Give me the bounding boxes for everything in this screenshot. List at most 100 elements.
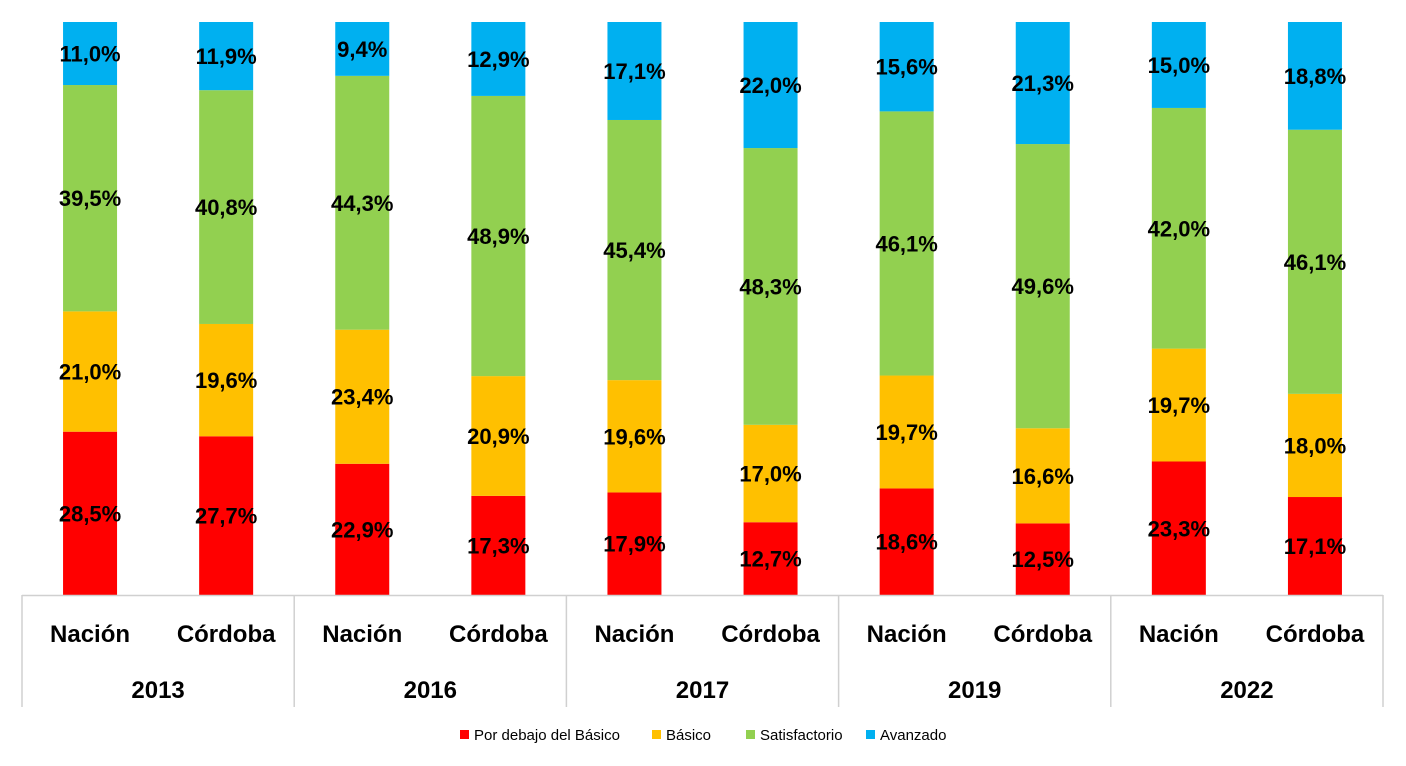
data-label: 23,3% — [1148, 516, 1210, 541]
bar-segment — [471, 376, 526, 496]
legend-swatch — [460, 730, 469, 739]
data-label: 27,7% — [195, 504, 257, 529]
category-label: Córdoba — [993, 621, 1092, 648]
bar-segment — [1151, 348, 1206, 462]
data-label: 12,5% — [1012, 547, 1074, 572]
data-label: 21,0% — [59, 360, 121, 385]
data-label: 16,6% — [1012, 464, 1074, 489]
bar-segment — [743, 522, 798, 595]
data-label: 12,7% — [739, 547, 801, 572]
legend-swatch — [652, 730, 661, 739]
data-label: 39,5% — [59, 186, 121, 211]
bars-layer — [63, 22, 1342, 596]
bar-segment — [1151, 22, 1206, 108]
data-label: 11,0% — [59, 42, 120, 67]
bar-segment — [879, 375, 934, 489]
bar-segment — [879, 22, 934, 112]
bar-segment — [607, 119, 662, 381]
bar-segment — [335, 75, 390, 330]
data-label: 49,6% — [1012, 274, 1074, 299]
group-label: 2016 — [404, 677, 457, 704]
bar-segment — [471, 95, 526, 377]
bar-segment — [335, 22, 390, 76]
data-label: 21,3% — [1012, 71, 1074, 96]
data-label: 17,3% — [467, 533, 529, 558]
category-label: Córdoba — [449, 621, 548, 648]
bar-segment — [743, 148, 798, 425]
bar-segment — [63, 311, 118, 432]
bar-segment — [199, 90, 254, 324]
legend-label: Por debajo del Básico — [474, 727, 620, 744]
data-label: 9,4% — [337, 37, 387, 62]
category-axis: Nación Córdoba 2013 Nación Córdoba 2016 Nación… — [21, 594, 1384, 707]
bar-segment — [1015, 428, 1070, 524]
category-label: Nación — [1139, 621, 1219, 648]
data-labels-layer: 28,5% 21,0% 39,5% 11,0% 27,7% 19,6% 40,8% 11,9%… — [59, 37, 1346, 572]
data-label: 17,1% — [1284, 534, 1346, 559]
data-label: 48,9% — [467, 224, 529, 249]
bar-segment — [199, 323, 254, 437]
data-label: 19,6% — [195, 368, 257, 393]
bar-segment — [879, 111, 934, 376]
data-label: 17,9% — [603, 532, 665, 557]
category-label: Nación — [50, 621, 130, 648]
data-label: 15,6% — [875, 55, 937, 80]
bar-segment — [63, 85, 118, 312]
data-label: 40,8% — [195, 195, 257, 220]
bar-segment — [199, 436, 254, 595]
bar-segment — [743, 22, 798, 149]
data-label: 19,6% — [603, 424, 665, 449]
bar-segment — [471, 22, 526, 96]
legend: Por debajo del Básico Básico Satisfactorio… — [460, 727, 946, 744]
bar-segment — [63, 22, 118, 86]
data-label: 15,0% — [1148, 53, 1210, 78]
data-label: 17,0% — [739, 462, 801, 487]
bar-segment — [1287, 497, 1342, 595]
category-label: Córdoba — [1266, 621, 1365, 648]
bar-segment — [1015, 144, 1070, 429]
bar-segment — [1015, 22, 1070, 145]
bar-segment — [879, 488, 934, 595]
category-label: Nación — [594, 621, 674, 648]
category-label: Nación — [867, 621, 947, 648]
category-label: Córdoba — [721, 621, 820, 648]
bar-segment — [199, 22, 254, 91]
group-label: 2017 — [676, 677, 729, 704]
group-label: 2019 — [948, 677, 1001, 704]
group-label: 2013 — [131, 677, 184, 704]
data-label: 46,1% — [1284, 250, 1346, 275]
data-label: 18,8% — [1284, 64, 1346, 89]
legend-swatch — [746, 730, 755, 739]
legend-label: Satisfactorio — [760, 727, 843, 744]
bar-segment — [1015, 523, 1070, 596]
bar-segment — [1287, 393, 1342, 498]
data-label: 22,9% — [331, 517, 393, 542]
data-label: 23,4% — [331, 385, 393, 410]
data-label: 20,9% — [467, 424, 529, 449]
bar-segment — [335, 329, 390, 464]
category-label: Nación — [322, 621, 402, 648]
legend-label: Avanzado — [880, 727, 946, 744]
bar-segment — [1287, 22, 1342, 130]
data-label: 22,0% — [739, 73, 801, 98]
bar-segment — [607, 492, 662, 595]
data-label: 11,9% — [196, 44, 257, 69]
bar-segment — [1151, 107, 1206, 349]
bar-segment — [607, 380, 662, 493]
data-label: 17,1% — [603, 59, 665, 84]
data-label: 18,6% — [875, 530, 937, 555]
data-label: 48,3% — [739, 274, 801, 299]
data-label: 44,3% — [331, 191, 393, 216]
data-label: 12,9% — [467, 47, 529, 72]
data-label: 18,0% — [1284, 433, 1346, 458]
bar-segment — [335, 463, 390, 595]
bar-segment — [63, 431, 118, 595]
data-label: 28,5% — [59, 501, 121, 526]
bar-segment — [607, 22, 662, 120]
category-label: Córdoba — [177, 621, 276, 648]
legend-swatch — [866, 730, 875, 739]
group-label: 2022 — [1220, 677, 1273, 704]
bar-segment — [471, 495, 526, 595]
bar-segment — [1287, 129, 1342, 394]
